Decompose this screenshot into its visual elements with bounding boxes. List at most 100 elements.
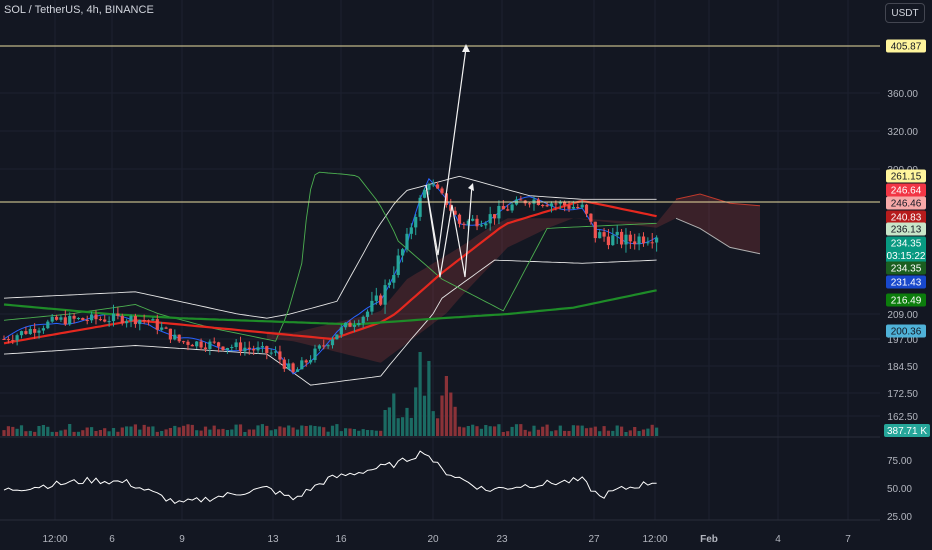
volume-bar xyxy=(326,431,330,436)
volume-bar xyxy=(24,431,28,436)
volume-bar xyxy=(151,426,155,436)
candle-body xyxy=(383,285,387,305)
volume-bar xyxy=(563,430,567,436)
volume-bar xyxy=(646,428,650,436)
price-axis[interactable]: 360.00320.00300.00209.00197.00184.50172.… xyxy=(880,0,932,550)
price-label: 200.36 xyxy=(891,327,922,338)
price-label: 240.83 xyxy=(891,213,922,224)
volume-bar xyxy=(519,424,523,436)
candle-body xyxy=(155,319,159,330)
volume-bar xyxy=(339,431,343,436)
volume-bar xyxy=(567,431,571,436)
candle-body xyxy=(431,184,435,186)
volume-bar xyxy=(195,430,199,436)
chikou-line xyxy=(3,171,657,342)
time-tick-label: 12:00 xyxy=(42,534,67,545)
candle-body xyxy=(576,207,580,208)
volume-bar xyxy=(348,428,352,436)
volume-bar xyxy=(545,424,549,436)
candle-body xyxy=(571,207,575,209)
volume-bar xyxy=(199,430,203,436)
volume-bar xyxy=(274,429,278,436)
price-label-bg xyxy=(886,293,926,307)
candle-body xyxy=(85,320,89,321)
volume-bar xyxy=(55,431,59,436)
volume-bar xyxy=(160,431,164,436)
volume-bar xyxy=(466,426,470,436)
candle-body xyxy=(589,213,593,222)
volume-bar xyxy=(510,426,514,436)
volume-bar xyxy=(497,424,501,436)
volume-bar xyxy=(256,425,260,436)
volume-bar xyxy=(593,426,597,436)
volume-bar xyxy=(68,424,72,436)
volume-bar xyxy=(418,352,422,436)
candle-body xyxy=(300,360,304,370)
candle-body xyxy=(182,341,186,343)
volume-bar xyxy=(506,431,510,436)
drawing-tools[interactable] xyxy=(0,44,880,278)
currency-button[interactable]: USDT xyxy=(885,3,925,23)
volume-label-bg xyxy=(884,424,930,437)
volume-bar xyxy=(221,428,225,436)
volume-bar xyxy=(365,430,370,436)
volume-bar xyxy=(252,429,256,436)
candle-body xyxy=(151,319,155,321)
candle-body xyxy=(103,319,107,322)
candle-body xyxy=(94,314,98,320)
volume-bar xyxy=(584,428,589,436)
volume-bar xyxy=(624,432,628,436)
candle-body xyxy=(252,349,256,351)
volume-bar xyxy=(401,417,405,436)
candle-body xyxy=(146,320,151,322)
candle-body xyxy=(330,339,335,346)
volume-bar xyxy=(107,431,111,436)
candle-body xyxy=(6,339,10,341)
candle-body xyxy=(466,220,470,225)
volume-bar xyxy=(650,424,654,436)
volume-bar xyxy=(409,417,413,436)
candle-body xyxy=(646,242,650,244)
volume-bar xyxy=(142,424,146,436)
candle-body xyxy=(212,341,216,343)
candle-body xyxy=(173,334,177,340)
candle-body xyxy=(348,322,352,327)
candle-body xyxy=(563,201,567,206)
time-tick-label: 12:00 xyxy=(642,534,667,545)
candle-body xyxy=(462,223,466,225)
candle-body xyxy=(545,205,549,207)
candle-body xyxy=(238,342,243,352)
time-tick-label: 4 xyxy=(775,534,781,545)
volume-bar xyxy=(94,431,98,436)
cloud-area xyxy=(266,194,760,363)
volume-bar xyxy=(427,361,431,436)
candle-body xyxy=(379,295,383,305)
price-tick-label: 162.50 xyxy=(887,412,918,423)
volume-bar xyxy=(190,424,194,436)
volume-bar xyxy=(554,430,558,436)
price-label-bg xyxy=(886,222,926,236)
candle-body xyxy=(230,347,234,348)
volume-bar xyxy=(493,426,497,436)
candle-body xyxy=(133,316,137,325)
volume-bar xyxy=(352,429,356,436)
bollinger-lower xyxy=(3,259,657,386)
time-tick-label: 20 xyxy=(427,534,439,545)
volume-bar xyxy=(243,432,247,436)
symbol-title: SOL / TetherUS, 4h, BINANCE xyxy=(4,4,154,16)
time-tick-label: 23 xyxy=(496,534,508,545)
candle-body xyxy=(322,345,326,347)
candle-body xyxy=(493,214,497,219)
volume-bar xyxy=(168,428,172,436)
volume-bar xyxy=(265,425,269,436)
candle-body xyxy=(33,329,37,333)
volume-bar xyxy=(405,407,409,436)
time-tick-label: 16 xyxy=(335,534,347,545)
candle-body xyxy=(260,346,264,348)
candle-body xyxy=(352,325,356,327)
time-axis[interactable]: 12:00 6 9 13 16 20 23 27 12:00 Feb 4 7 xyxy=(42,534,851,545)
volume-bar xyxy=(453,406,457,436)
candle-body xyxy=(484,223,488,226)
volume-bar xyxy=(125,426,129,436)
candle-body xyxy=(370,300,374,312)
